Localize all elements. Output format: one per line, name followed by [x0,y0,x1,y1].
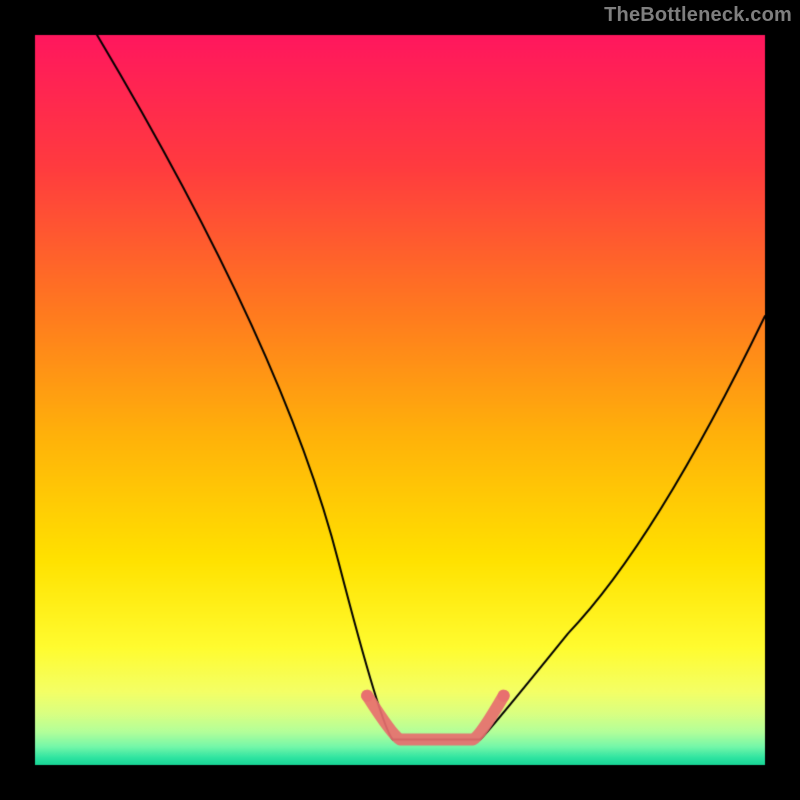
bottleneck-chart-canvas [0,0,800,800]
watermark-text: TheBottleneck.com [604,4,792,27]
